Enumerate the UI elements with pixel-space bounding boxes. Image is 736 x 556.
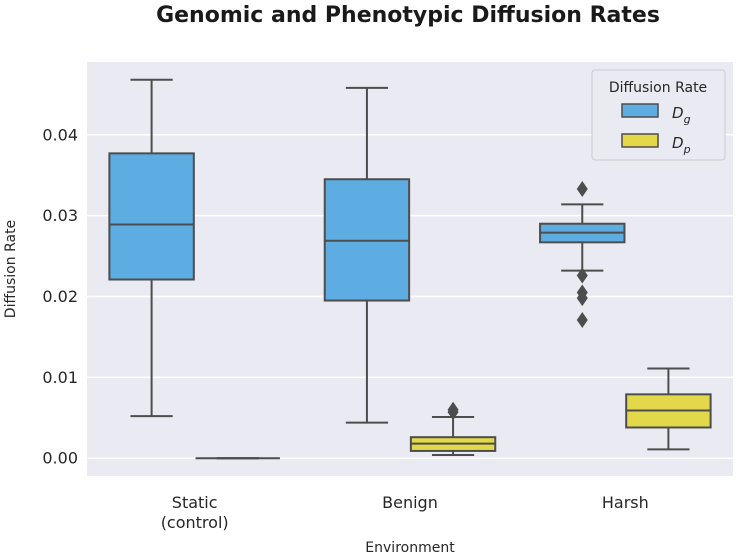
legend: Diffusion Rate Dg Dp xyxy=(591,69,726,161)
x-tick-label-line2: (control) xyxy=(161,513,229,532)
box-D_g-2 xyxy=(539,180,626,328)
y-tick-label: 0.03 xyxy=(42,206,78,225)
y-tick-label: 0.02 xyxy=(42,287,78,306)
legend-label-dp: Dp xyxy=(672,134,691,156)
outlier-point xyxy=(576,311,588,328)
box-iqr xyxy=(108,152,195,281)
outlier-point xyxy=(576,267,588,284)
outlier-point xyxy=(576,290,588,307)
y-axis-label: Diffusion Rate xyxy=(3,220,19,318)
x-axis-label: Environment xyxy=(365,540,455,556)
y-tick-label: 0.04 xyxy=(42,125,78,144)
legend-swatch-dp xyxy=(621,133,659,148)
box-D_g-0 xyxy=(108,78,195,418)
x-axis-ticks: Static(control) Benign Harsh xyxy=(161,493,649,532)
box-series xyxy=(108,78,712,460)
legend-title: Diffusion Rate xyxy=(609,80,707,96)
outlier-point xyxy=(576,180,588,197)
x-tick-label: Harsh xyxy=(602,493,649,512)
legend-swatch-dg xyxy=(621,103,659,118)
y-tick-label: 0.01 xyxy=(42,368,78,387)
x-tick-label: Benign xyxy=(382,493,438,512)
chart-title: Genomic and Phenotypic Diffusion Rates xyxy=(156,3,660,28)
legend-label-dg: Dg xyxy=(672,104,691,126)
y-tick-label: 0.00 xyxy=(42,449,78,468)
box-D_p-2 xyxy=(625,367,712,451)
x-tick-label: Static xyxy=(172,493,218,512)
box-D_g-1 xyxy=(323,86,411,424)
outlier-point xyxy=(447,401,459,418)
y-axis-ticks: 0.00 0.01 0.02 0.03 0.04 xyxy=(42,125,78,467)
box-D_p-1 xyxy=(409,401,497,456)
